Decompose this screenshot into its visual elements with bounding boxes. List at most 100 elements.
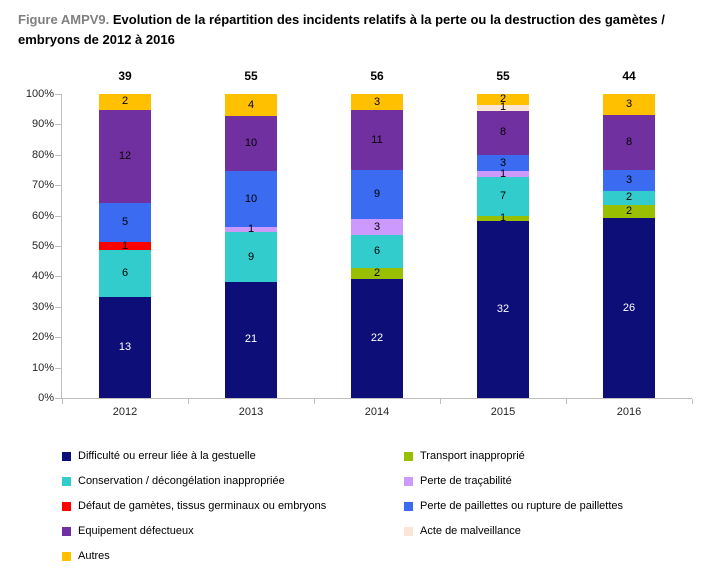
y-axis-tick [55,154,61,156]
legend-item: Perte de traçabilité [404,475,682,487]
y-axis-tick [55,124,61,126]
y-axis-tick-label: 40% [31,270,54,283]
bar-segment: 2 [99,94,151,110]
bar-segment: 3 [603,170,655,191]
bar-segment-label: 2 [373,266,381,279]
stacked-bar-chart: 0% 10% 20% 30% 40% 50% 60% 70% 80% 90% 100% 39 13 6 1… [0,62,703,432]
bar-segment: 1 [99,239,151,252]
stacked-bar: 32 1 7 1 3 8 1 2 [477,94,529,398]
bar-segment: 3 [351,218,403,236]
legend-swatch-icon [404,501,413,511]
y-axis-tick [55,337,61,339]
y-axis-tick [55,215,61,217]
y-axis-tick [55,94,61,95]
bar-segment-label: 2 [499,93,507,106]
x-axis-category-label: 2012 [112,406,138,418]
bar-segment-label: 1 [499,211,507,224]
y-axis-tick-label: 70% [31,179,54,192]
bar-segment-label: 8 [625,135,633,148]
x-axis-category-label: 2013 [238,406,264,418]
bar-segment: 22 [351,278,403,398]
x-axis-line [61,398,692,399]
x-axis-category-label: 2016 [616,406,642,418]
bar-category: 55 32 1 7 1 3 8 1 2 2015 [440,69,566,418]
bar-total-label: 44 [622,69,636,83]
bar-segment: 3 [477,154,529,172]
bar-segment: 10 [225,116,277,172]
figure-title-text: Evolution de la répartition des incident… [18,12,665,47]
legend-label: Equipement défectueux [78,525,194,537]
y-axis-tick [55,367,61,369]
bar-segment-label: 2 [625,204,633,217]
legend-item: Perte de paillettes ou rupture de paille… [404,500,682,512]
x-axis-tick [566,399,567,404]
legend-swatch-icon [404,476,413,486]
y-axis-tick-label: 0% [38,392,54,404]
bar-segment: 2 [477,93,529,106]
legend-item: Autres [62,550,404,562]
bar-segment-label: 4 [247,98,255,111]
legend-item: Conservation / décongélation inapproprié… [62,475,404,487]
bar-segment-label: 1 [247,222,255,235]
bar-segment-label: 22 [370,331,384,344]
bar-segment-label: 3 [625,173,633,186]
x-axis-tick [440,399,441,404]
legend-label: Perte de paillettes ou rupture de paille… [420,500,624,512]
legend-label: Acte de malveillance [420,525,521,537]
bar-segment-label: 2 [121,95,129,108]
bar-segment-label: 21 [244,333,258,346]
bar-segment-label: 9 [247,250,255,263]
bar-total-label: 55 [496,69,510,83]
y-axis-tick-label: 50% [31,240,54,252]
legend-swatch-icon [62,476,71,486]
bar-segment-label: 5 [121,216,129,229]
legend-swatch-icon [404,451,413,461]
bar-segment: 4 [225,94,277,117]
y-axis-tick [55,306,61,308]
bar-segment: 1 [477,167,529,180]
bar-total-label: 39 [118,69,132,83]
bar-category: 44 26 2 2 3 8 3 2016 [566,69,692,418]
stacked-bar: 22 2 6 3 9 11 3 [351,94,403,398]
bar-segment: 2 [351,266,403,279]
bar-segment: 2 [603,190,655,205]
legend-swatch-icon [62,526,71,536]
legend-label: Autres [78,550,110,562]
bar-total-label: 56 [370,69,384,83]
bar-segment-label: 10 [244,192,258,205]
bar-segment-label: 1 [499,167,507,180]
legend-item: Acte de malveillance [404,525,682,537]
x-axis-tick [62,399,63,404]
bar-segment-label: 6 [373,244,381,257]
bar-segment: 2 [603,204,655,219]
bar-segment-label: 1 [121,239,129,252]
bar-segment-label: 3 [373,220,381,233]
bar-segment-label: 12 [118,149,132,162]
bar-segment: 3 [351,94,403,111]
y-axis-tick [55,185,61,187]
bar-segment: 6 [351,235,403,268]
bar-segment-label: 2 [625,191,633,204]
legend-item: Difficulté ou erreur liée à la gestuelle [62,450,404,462]
y-axis-line [61,94,62,399]
legend-item: Transport inapproprié [404,450,682,462]
y-axis-tick-label: 20% [31,331,54,344]
bar-segment-label: 26 [622,301,636,314]
bar-segment-label: 9 [373,187,381,200]
bar-category: 39 13 6 1 5 12 2 2012 [62,69,188,418]
y-axis-tick-label: 10% [31,361,54,374]
x-axis-category-label: 2014 [364,406,390,418]
bar-category: 56 22 2 6 3 9 11 3 2014 [314,69,440,418]
bar-segment-label: 6 [121,266,129,279]
bar-segment-label: 1 [499,101,507,114]
bar-segment: 6 [99,249,151,297]
y-axis-tick-label: 100% [25,88,54,100]
bar-segment: 8 [603,114,655,171]
x-axis-category-label: 2015 [490,406,516,418]
bar-segment: 10 [225,171,277,227]
y-axis-tick [55,246,61,247]
bar-segment-label: 13 [118,340,132,353]
y-axis-tick-label: 60% [31,209,54,222]
bar-segment: 1 [225,222,277,235]
bar-segment: 32 [477,221,529,398]
